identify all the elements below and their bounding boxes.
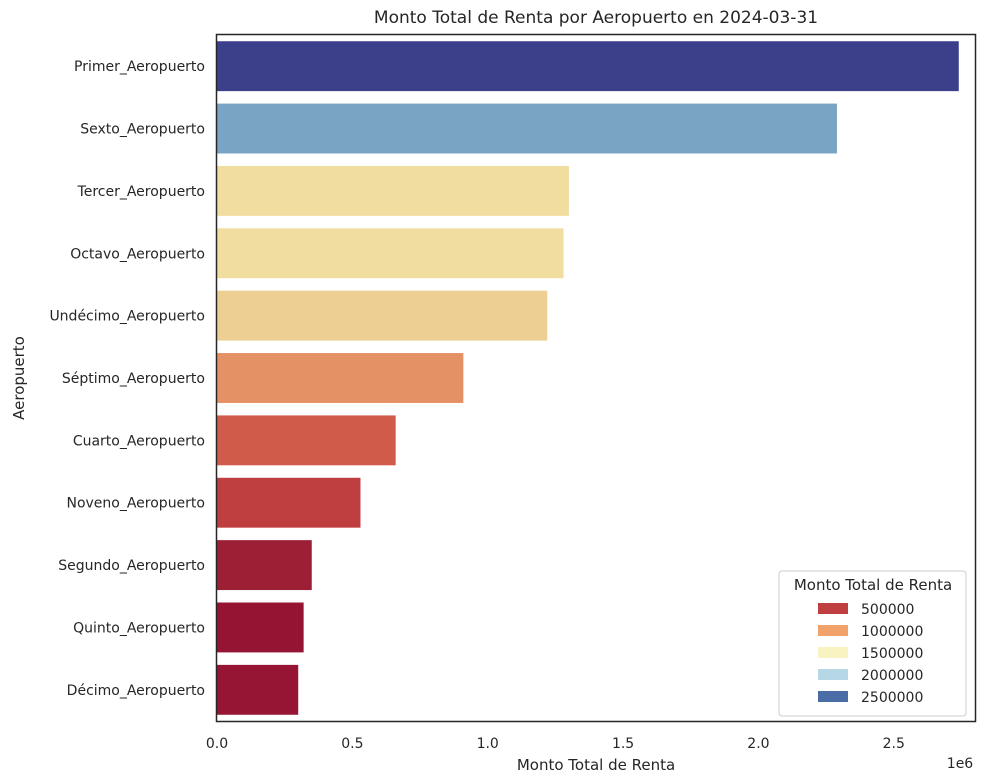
legend-swatch	[818, 647, 848, 658]
legend-swatch	[818, 691, 848, 702]
y-tick-label: Segundo_Aeropuerto	[58, 558, 205, 574]
bar-10	[217, 664, 299, 715]
legend-swatch	[818, 625, 848, 636]
bar-2	[217, 165, 569, 216]
y-tick-label: Cuarto_Aeropuerto	[73, 433, 205, 449]
y-tick-label: Séptimo_Aeropuerto	[62, 371, 205, 387]
bar-9	[217, 602, 304, 653]
legend-label: 2000000	[861, 668, 923, 684]
legend-title: Monto Total de Renta	[794, 576, 952, 594]
bar-5	[217, 353, 464, 403]
bars-group	[217, 41, 959, 715]
bar-8	[217, 540, 312, 591]
legend: Monto Total de Renta 500000 1000000 150000…	[778, 570, 967, 717]
y-tick-label: Sexto_Aeropuerto	[80, 122, 205, 138]
legend-label: 2500000	[861, 690, 923, 706]
bar-6	[217, 415, 396, 466]
legend-label: 1000000	[861, 624, 923, 640]
y-tick-label: Quinto_Aeropuerto	[73, 620, 205, 636]
bar-0	[217, 41, 959, 92]
chart-title: Monto Total de Renta por Aeropuerto en 2…	[374, 8, 818, 28]
x-tick-label: 0.5	[341, 736, 363, 752]
bar-3	[217, 228, 564, 279]
legend-label: 500000	[861, 602, 914, 618]
bar-4	[217, 290, 548, 341]
y-axis-label: Aeropuerto	[10, 336, 28, 420]
y-tick-label: Octavo_Aeropuerto	[70, 246, 205, 262]
plot-frame	[215, 33, 977, 723]
bar-1	[217, 103, 837, 154]
y-tick-label: Primer_Aeropuerto	[74, 59, 205, 75]
legend-entries: 500000 1000000 1500000 2000000 2500000	[818, 602, 923, 706]
legend-label: 1500000	[861, 646, 923, 662]
x-offset-label: 1e6	[947, 756, 974, 772]
y-tick-label: Tercer_Aeropuerto	[77, 184, 205, 200]
x-tick-label: 1.0	[477, 736, 499, 752]
y-tick-label: Décimo_Aeropuerto	[67, 683, 205, 699]
bar-7	[217, 477, 361, 528]
x-axis-label: Monto Total de Renta	[517, 756, 675, 774]
x-tick-label: 2.5	[883, 736, 905, 752]
y-tick-label: Noveno_Aeropuerto	[66, 496, 205, 512]
x-tick-labels: 0.0 0.5 1.0 1.5 2.0 2.5	[206, 736, 905, 752]
x-tick-label: 1.5	[612, 736, 634, 752]
y-tick-label: Undécimo_Aeropuerto	[49, 309, 205, 325]
y-tick-labels: Primer_Aeropuerto Sexto_Aeropuerto Tercer_…	[49, 59, 205, 699]
x-tick-label: 2.0	[747, 736, 769, 752]
legend-swatch	[818, 669, 848, 680]
x-tick-label: 0.0	[206, 736, 228, 752]
legend-swatch	[818, 603, 848, 614]
